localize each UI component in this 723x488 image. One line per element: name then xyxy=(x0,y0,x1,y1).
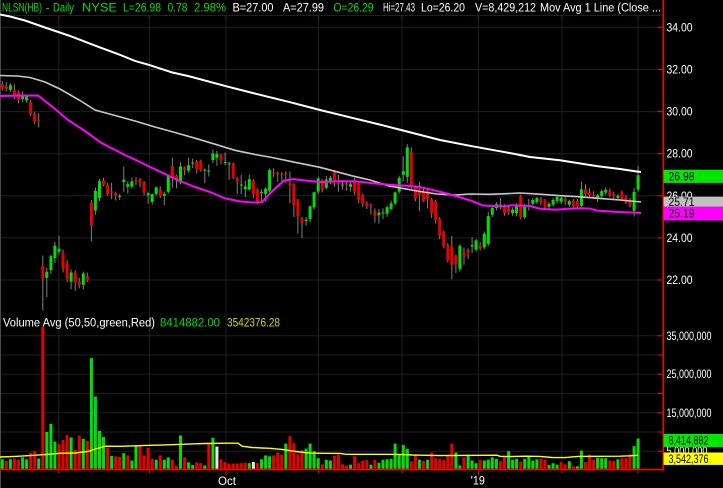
svg-text:15,000,000: 15,000,000 xyxy=(667,408,712,420)
svg-text:8414882.00: 8414882.00 xyxy=(160,318,220,330)
svg-text:2.98%: 2.98% xyxy=(194,3,226,15)
svg-text:-: - xyxy=(46,3,50,15)
svg-text:L=26.98: L=26.98 xyxy=(123,3,161,15)
svg-text:NYSE: NYSE xyxy=(82,3,117,15)
svg-text:O=26.29: O=26.29 xyxy=(334,3,374,15)
svg-text:30.00: 30.00 xyxy=(667,107,693,119)
svg-text:25.71: 25.71 xyxy=(669,197,695,209)
svg-text:34.00: 34.00 xyxy=(667,22,693,34)
svg-text:Hi=27.43: Hi=27.43 xyxy=(383,3,415,15)
svg-text:A=27.99: A=27.99 xyxy=(283,3,324,15)
svg-text:V=8,429,212: V=8,429,212 xyxy=(475,3,536,15)
svg-text:8,414,882: 8,414,882 xyxy=(669,436,709,448)
svg-text:22.00: 22.00 xyxy=(667,275,693,287)
svg-text:0.78: 0.78 xyxy=(168,3,188,15)
svg-text:Oct: Oct xyxy=(218,476,237,488)
svg-text:32.00: 32.00 xyxy=(667,65,693,77)
svg-text:3542376.28: 3542376.28 xyxy=(227,318,280,330)
svg-text:3,542,376: 3,542,376 xyxy=(669,454,709,466)
svg-text:25,000,000: 25,000,000 xyxy=(667,369,712,381)
svg-text:B=27.00: B=27.00 xyxy=(233,3,274,15)
svg-text:Mov Avg 1 Line (Close ...: Mov Avg 1 Line (Close ... xyxy=(540,3,661,15)
svg-text:Lo=26.20: Lo=26.20 xyxy=(421,3,465,15)
svg-text:28.00: 28.00 xyxy=(667,149,693,161)
svg-text:Daily: Daily xyxy=(53,3,74,15)
svg-text:25.19: 25.19 xyxy=(669,209,695,221)
svg-text:'19: '19 xyxy=(471,476,485,488)
svg-text:26.98: 26.98 xyxy=(669,171,695,183)
svg-text:35,000,000: 35,000,000 xyxy=(667,331,712,343)
svg-text:NLSN(HB): NLSN(HB) xyxy=(2,3,42,15)
svg-text:Volume Avg (50,50,green,Red): Volume Avg (50,50,green,Red) xyxy=(3,318,155,330)
svg-text:24.00: 24.00 xyxy=(667,233,693,245)
